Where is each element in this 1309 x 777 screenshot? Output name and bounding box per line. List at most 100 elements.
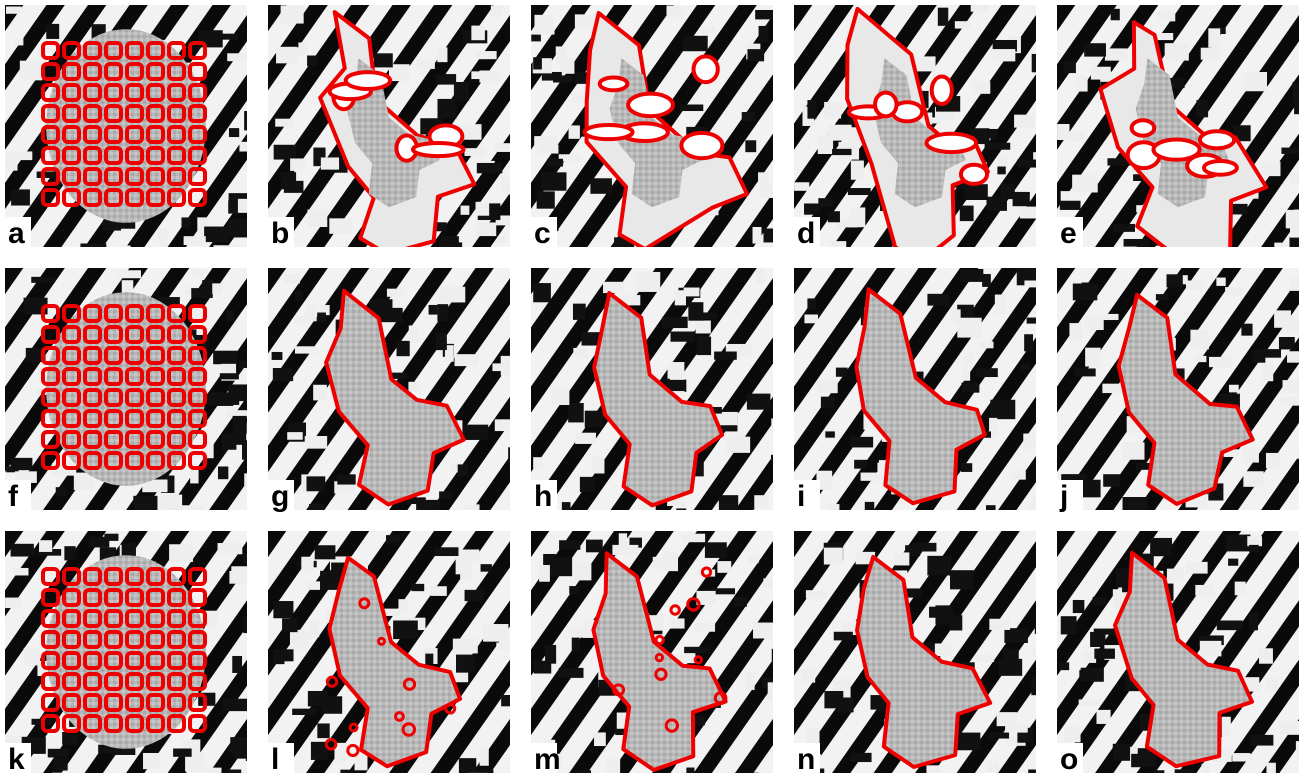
speckle bbox=[1274, 310, 1291, 327]
speckle bbox=[480, 749, 489, 766]
speckle bbox=[225, 433, 247, 445]
speckle bbox=[688, 302, 703, 321]
speckle bbox=[612, 545, 638, 555]
hole bbox=[694, 56, 718, 82]
speckle bbox=[228, 384, 251, 401]
speckle bbox=[1032, 54, 1045, 72]
speckle bbox=[818, 198, 833, 207]
speckle bbox=[1093, 597, 1107, 605]
speckle bbox=[594, 732, 606, 746]
speckle bbox=[221, 34, 238, 40]
speckle bbox=[229, 128, 239, 137]
speckle bbox=[568, 403, 584, 422]
speckle bbox=[991, 49, 1015, 61]
speckle bbox=[990, 732, 1009, 738]
speckle bbox=[760, 183, 778, 198]
speckle bbox=[46, 24, 59, 39]
speckle bbox=[771, 455, 789, 461]
speckle bbox=[290, 630, 310, 649]
speckle bbox=[121, 246, 130, 258]
speckle bbox=[957, 318, 981, 338]
hole bbox=[875, 93, 897, 117]
speckle bbox=[1243, 471, 1263, 487]
speckle bbox=[1024, 334, 1033, 351]
speckle bbox=[225, 769, 241, 777]
speckle bbox=[1059, 662, 1069, 670]
speckle bbox=[1229, 385, 1239, 393]
speckle bbox=[1222, 717, 1231, 737]
speckle bbox=[742, 112, 756, 121]
speckle bbox=[1217, 621, 1243, 631]
panel-label: i bbox=[797, 480, 805, 513]
speckle bbox=[1073, 600, 1085, 613]
speckle bbox=[374, 53, 393, 67]
speckle bbox=[705, 542, 727, 558]
speckle bbox=[463, 504, 480, 513]
speckle bbox=[951, 309, 961, 322]
page: abcdefghijklmno (() => { const data = JS… bbox=[0, 0, 1309, 777]
speckle bbox=[1075, 368, 1096, 376]
speckle bbox=[212, 283, 222, 293]
speckle bbox=[1032, 646, 1041, 655]
speckle bbox=[772, 649, 786, 665]
speckle bbox=[832, 149, 851, 155]
speckle bbox=[284, 274, 300, 283]
speckle bbox=[990, 407, 1009, 415]
speckle bbox=[273, 368, 293, 381]
speckle bbox=[14, 38, 23, 46]
speckle bbox=[229, 571, 251, 584]
speckle bbox=[1201, 48, 1220, 60]
speckle bbox=[459, 549, 479, 561]
speckle bbox=[988, 761, 999, 772]
speckle bbox=[398, 599, 407, 613]
speckle bbox=[1235, 582, 1246, 596]
speckle bbox=[1005, 724, 1028, 732]
speckle bbox=[292, 709, 317, 715]
speckle bbox=[173, 749, 192, 757]
speckle bbox=[1113, 224, 1135, 232]
speckle bbox=[1243, 754, 1253, 760]
speckle bbox=[1017, 160, 1040, 168]
panel-label: j bbox=[1059, 480, 1068, 513]
speckle bbox=[537, 191, 555, 208]
panel-image bbox=[794, 268, 1057, 519]
speckle bbox=[1156, 294, 1169, 300]
speckle bbox=[1123, 497, 1148, 512]
panel: j bbox=[1057, 268, 1309, 513]
speckle bbox=[960, 206, 974, 222]
speckle bbox=[964, 353, 973, 368]
speckle bbox=[244, 111, 261, 130]
speckle bbox=[453, 639, 478, 654]
speckle bbox=[756, 269, 765, 283]
speckle bbox=[1247, 536, 1262, 546]
speckle bbox=[696, 321, 711, 334]
speckle bbox=[1061, 616, 1077, 634]
hole bbox=[413, 143, 464, 156]
panel-image bbox=[268, 268, 525, 518]
speckle bbox=[1225, 287, 1243, 295]
speckle bbox=[1209, 357, 1232, 367]
speckle bbox=[435, 74, 456, 85]
speckle bbox=[31, 277, 55, 283]
panel: o bbox=[1057, 531, 1309, 777]
speckle bbox=[321, 157, 339, 169]
speckle bbox=[464, 148, 486, 156]
speckle bbox=[7, 151, 32, 160]
speckle bbox=[1154, 770, 1165, 777]
speckle bbox=[309, 504, 324, 518]
speckle bbox=[745, 673, 754, 690]
speckle bbox=[985, 143, 1011, 150]
speckle bbox=[667, 6, 684, 19]
speckle bbox=[1100, 314, 1118, 320]
speckle bbox=[477, 202, 489, 216]
speckle bbox=[606, 759, 620, 777]
speckle bbox=[926, 765, 940, 777]
speckle bbox=[531, 35, 541, 42]
speckle bbox=[305, 436, 327, 449]
speckle bbox=[218, 543, 243, 554]
speckle bbox=[686, 768, 694, 777]
speckle bbox=[670, 362, 685, 380]
speckle bbox=[169, 544, 193, 562]
speckle bbox=[1202, 764, 1211, 776]
speckle bbox=[753, 227, 762, 244]
